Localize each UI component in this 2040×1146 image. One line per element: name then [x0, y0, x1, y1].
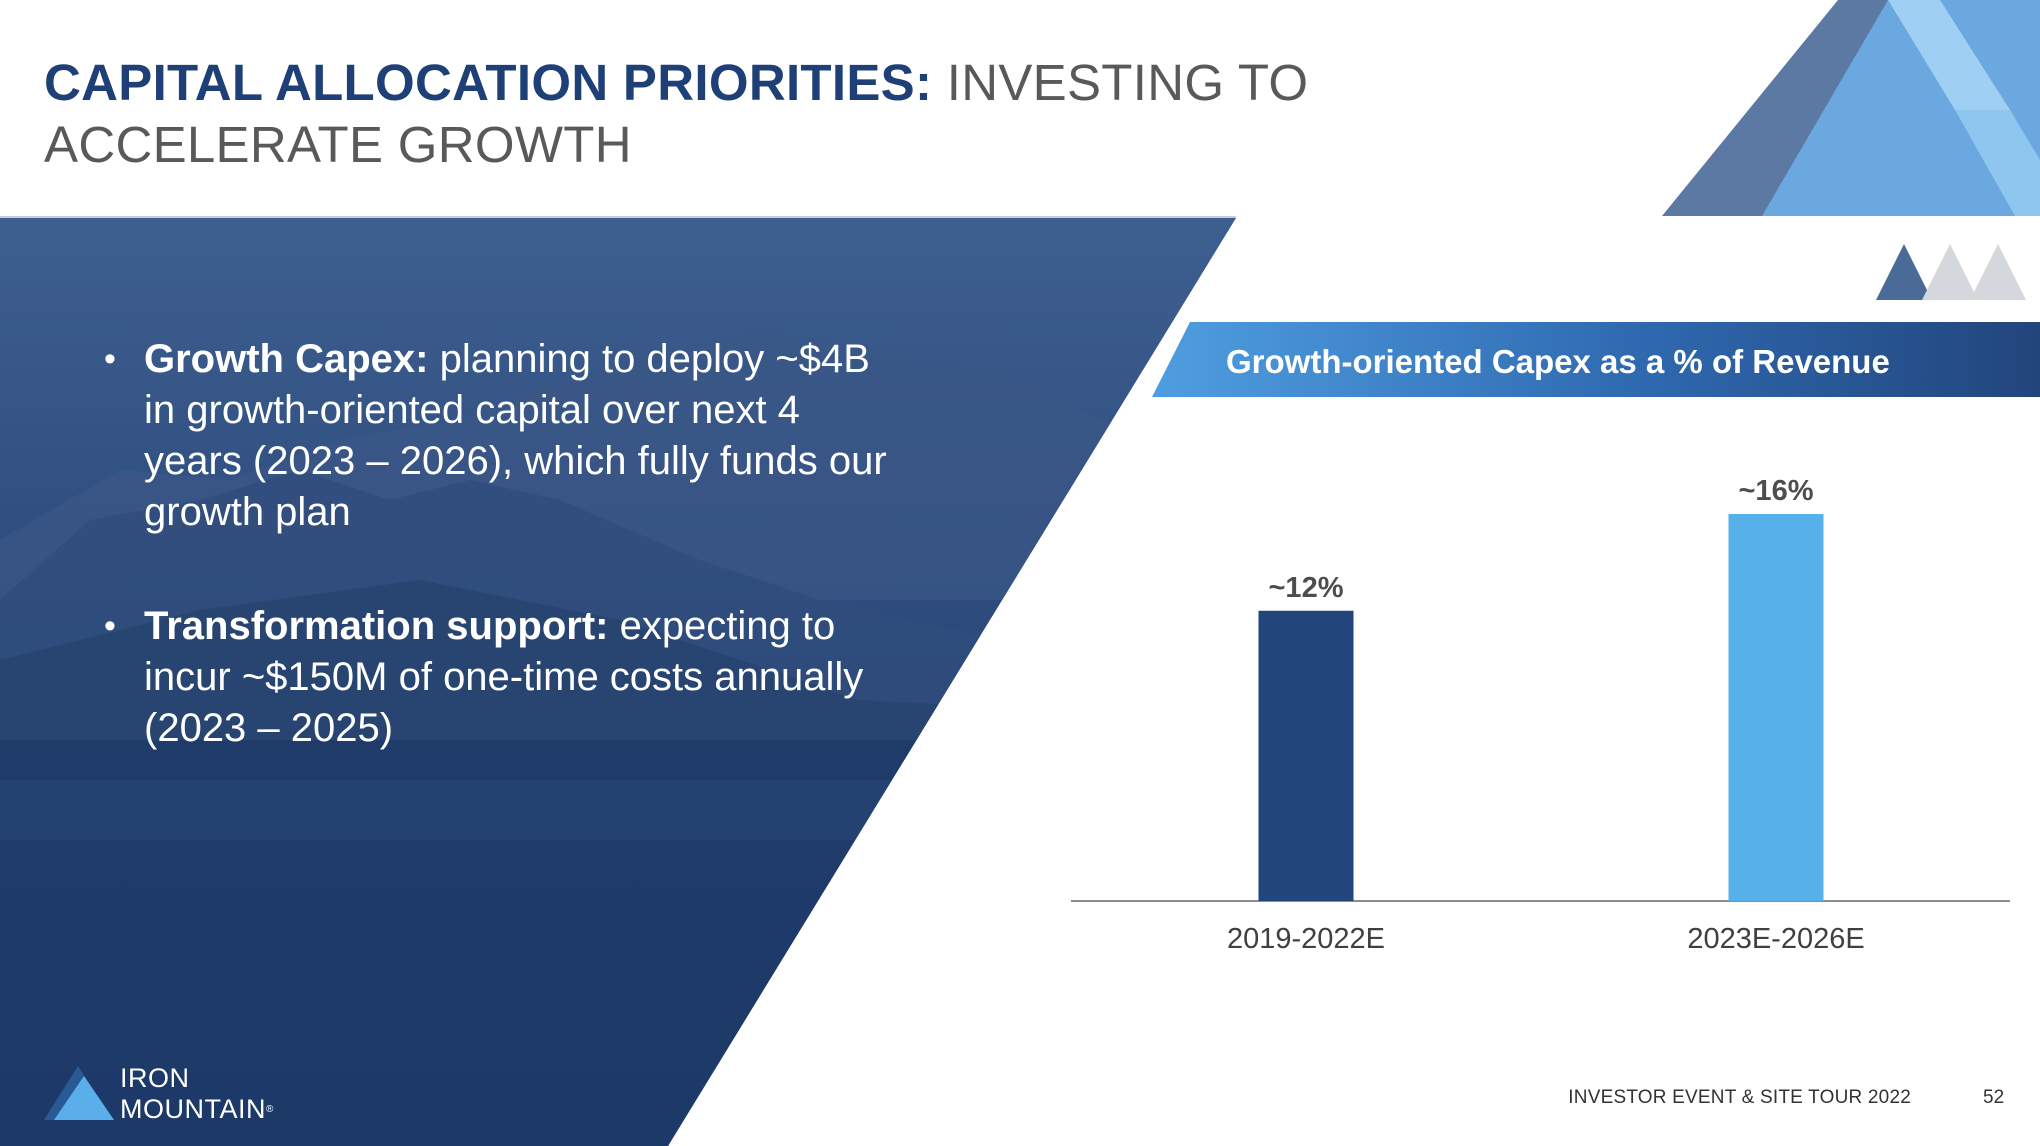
bullet-lead: Growth Capex:: [144, 337, 429, 381]
category-label-1: 2019-2022E: [1227, 923, 1385, 955]
bullet-dot-icon: •: [104, 340, 116, 378]
small-triangle-icon: [1922, 244, 1978, 300]
bullet-item: • Transformation support: expecting to i…: [104, 601, 904, 754]
logo-line2: MOUNTAIN: [120, 1094, 266, 1124]
mountain-decoration: [1662, 0, 2040, 216]
title-bold: CAPITAL ALLOCATION PRIORITIES:: [44, 54, 933, 111]
data-label-1: ~12%: [1269, 572, 1344, 604]
page-title: CAPITAL ALLOCATION PRIORITIES: INVESTING…: [44, 52, 1444, 176]
small-triangle-icon: [1876, 244, 1932, 300]
iron-mountain-logo-icon: [44, 1066, 114, 1120]
bullet-list: • Growth Capex: planning to deploy ~$4B …: [104, 334, 904, 817]
logo-text: IRON MOUNTAIN®: [120, 1063, 274, 1125]
logo-trademark: ®: [266, 1104, 274, 1115]
page-number: 52: [1983, 1087, 2005, 1108]
data-label-2: ~16%: [1739, 475, 1814, 507]
category-label-2: 2023E-2026E: [1687, 923, 1864, 955]
logo-line1: IRON: [120, 1063, 190, 1093]
chart-title: Growth-oriented Capex as a % of Revenue: [1226, 343, 1890, 380]
bar-1: [1258, 610, 1354, 901]
title-rest: INVESTING TO ACCELERATE GROWTH: [44, 54, 1309, 173]
bullet-lead: Transformation support:: [144, 604, 609, 648]
bar-2: [1728, 514, 1824, 901]
bullet-text: expecting to incur ~$150M of one-time co…: [144, 604, 864, 750]
footer-event: INVESTOR EVENT & SITE TOUR 2022: [1568, 1087, 1911, 1108]
bullet-item: • Growth Capex: planning to deploy ~$4B …: [104, 334, 904, 538]
small-triangle-icon: [1970, 244, 2026, 300]
bullet-dot-icon: •: [104, 607, 116, 645]
bullet-text: planning to deploy ~$4B in growth-orient…: [144, 337, 887, 534]
chart-header-band: [1152, 244, 2040, 397]
